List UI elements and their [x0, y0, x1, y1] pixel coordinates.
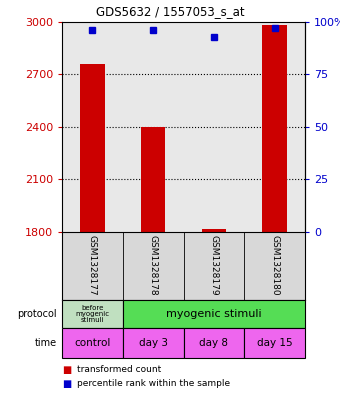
Bar: [62, 328, 123, 358]
Bar: [80, 64, 104, 232]
Text: transformed count: transformed count: [77, 365, 162, 375]
Text: percentile rank within the sample: percentile rank within the sample: [77, 380, 231, 389]
Text: time: time: [35, 338, 57, 348]
Bar: [141, 127, 165, 232]
Text: before
myogenic
stimuli: before myogenic stimuli: [75, 305, 109, 323]
Text: day 8: day 8: [199, 338, 228, 348]
Bar: [262, 26, 287, 232]
Bar: [123, 300, 305, 328]
Text: protocol: protocol: [17, 309, 57, 319]
Text: GSM1328180: GSM1328180: [270, 235, 279, 296]
Text: control: control: [74, 338, 110, 348]
Bar: [244, 328, 305, 358]
Text: ■: ■: [62, 379, 71, 389]
Text: GSM1328179: GSM1328179: [209, 235, 218, 296]
Bar: [202, 230, 226, 232]
Text: ■: ■: [62, 365, 71, 375]
Text: GSM1328178: GSM1328178: [149, 235, 158, 296]
Text: myogenic stimuli: myogenic stimuli: [166, 309, 262, 319]
Text: GSM1328177: GSM1328177: [88, 235, 97, 296]
Text: GDS5632 / 1557053_s_at: GDS5632 / 1557053_s_at: [96, 5, 244, 18]
Text: day 15: day 15: [257, 338, 292, 348]
Bar: [62, 300, 123, 328]
Bar: [123, 328, 184, 358]
Text: day 3: day 3: [139, 338, 168, 348]
Bar: [184, 328, 244, 358]
